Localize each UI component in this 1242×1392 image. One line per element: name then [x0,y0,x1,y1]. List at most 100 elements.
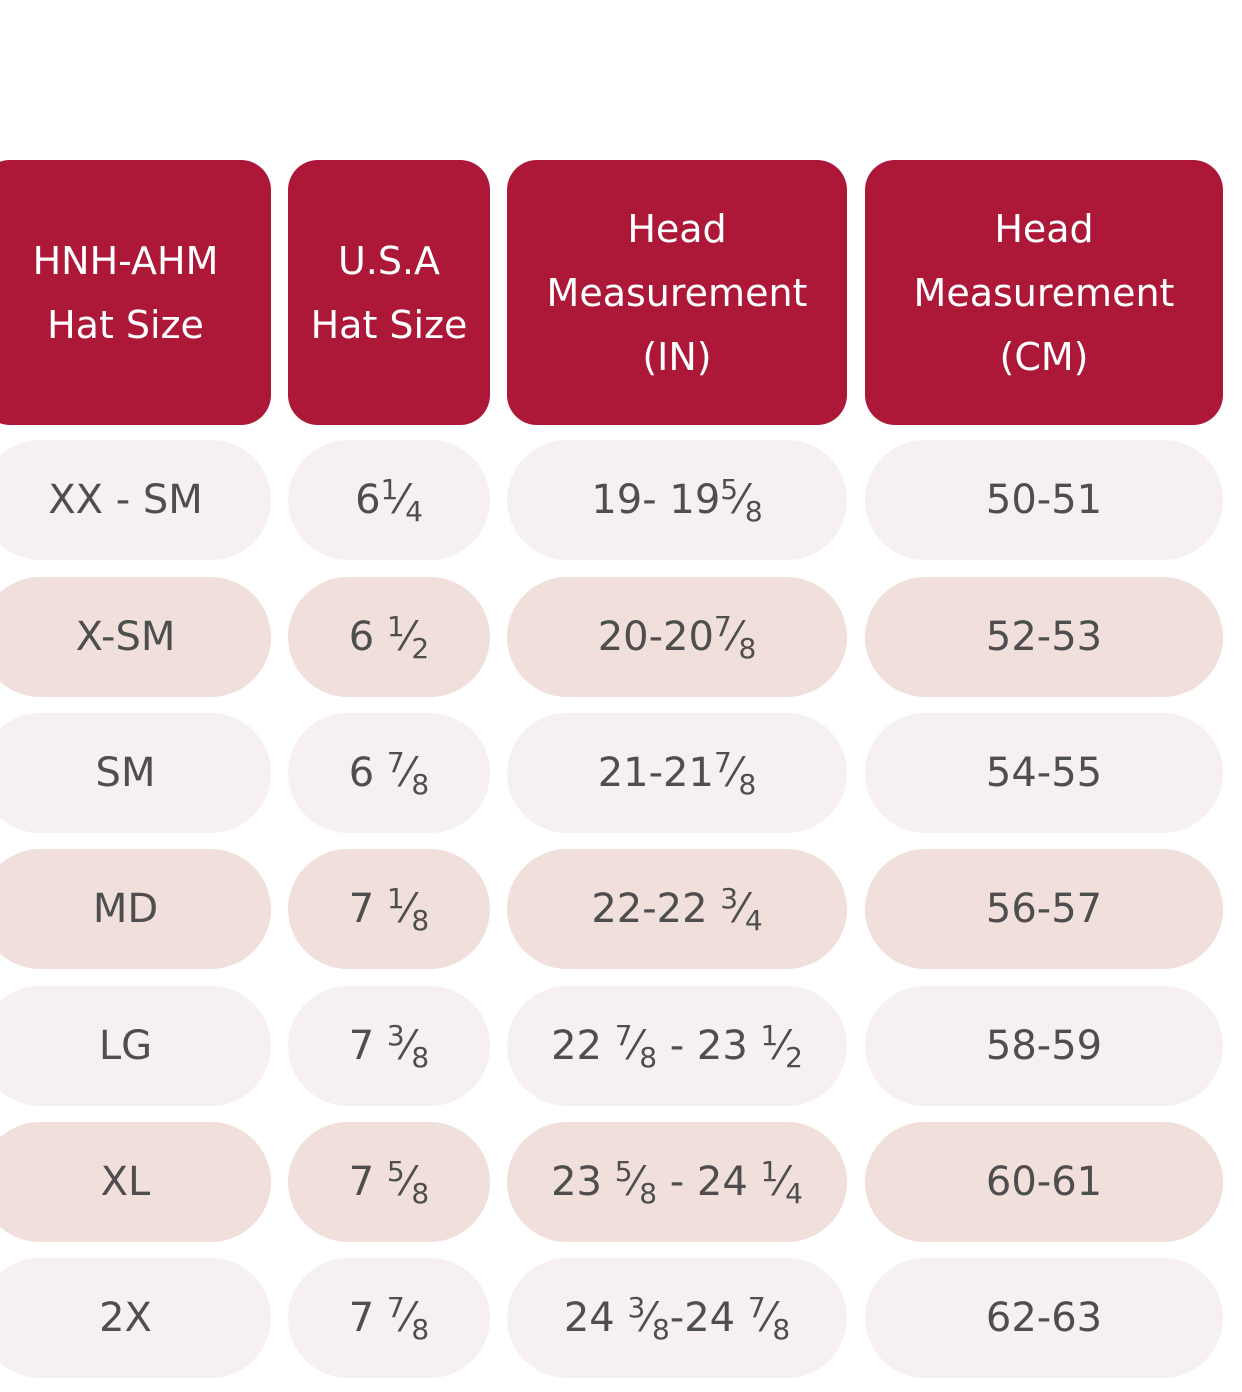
numerator: 3 [386,1018,405,1052]
fraction: 6 1⁄2 [348,609,430,665]
denominator: 4 [744,903,763,937]
whole-part: 7 [348,1294,387,1341]
fraction: 7 3⁄8 [348,1018,430,1074]
usa-size-cell: 7 7⁄8 [288,1258,490,1378]
cm-measurement-cell: 54-55 [865,713,1223,833]
header-head-measurement-cm: Head Measurement (CM) [865,160,1223,425]
header-line: Hat Size [47,302,204,347]
numerator: 7 [386,1290,405,1324]
fraction: 7 1⁄8 [348,881,430,937]
measurement-range: 23 5⁄8 - 24 1⁄4 [551,1154,803,1210]
numerator: 7 [747,1290,766,1324]
hnh-size-cell: X-SM [0,577,271,697]
whole-part: 7 [348,885,387,932]
measurement-range: 22 7⁄8 - 23 1⁄2 [551,1018,803,1074]
denominator: 2 [411,631,430,665]
measurement-range: 21-217⁄8 [597,745,757,801]
whole-part: 7 [348,1158,387,1205]
header-line: Head [627,206,727,251]
numerator: 5 [720,472,739,506]
measurement-range: 24 3⁄8-24 7⁄8 [563,1290,791,1346]
numerator: 5 [614,1154,633,1188]
usa-size-cell: 6 7⁄8 [288,713,490,833]
hnh-size-cell: LG [0,986,271,1106]
numerator: 3 [627,1290,646,1324]
denominator: 8 [411,767,430,801]
denominator: 8 [738,631,757,665]
usa-size-cell: 61⁄4 [288,440,490,560]
cm-measurement-cell: 58-59 [865,986,1223,1106]
numerator: 5 [386,1154,405,1188]
numerator: 1 [380,472,399,506]
header-line: Measurement [546,270,808,315]
cm-measurement-cell: 60-61 [865,1122,1223,1242]
cm-measurement-cell: 50-51 [865,440,1223,560]
whole-part: 6 [348,749,387,796]
numerator: 1 [386,881,405,915]
range-start: 21-21 [597,749,714,796]
denominator: 4 [405,494,423,528]
range-start: 20-20 [597,613,714,660]
header-line: Head [994,206,1094,251]
numerator: 1 [386,609,405,643]
whole-part: 6 [348,613,387,660]
whole-part: 6 [355,476,381,523]
fraction: 61⁄4 [355,472,423,528]
inch-measurement-cell: 21-217⁄8 [507,713,847,833]
header-line: U.S.A [337,238,441,283]
usa-size-cell: 7 1⁄8 [288,849,490,969]
denominator: 8 [411,1312,430,1346]
denominator: 8 [639,1040,658,1074]
range-end: -24 [669,1294,748,1341]
numerator: 7 [713,745,732,779]
inch-measurement-cell: 22-22 3⁄4 [507,849,847,969]
hnh-size-cell: MD [0,849,271,969]
usa-size-cell: 7 3⁄8 [288,986,490,1106]
inch-measurement-cell: 22 7⁄8 - 23 1⁄2 [507,986,847,1106]
header-line: HNH-AHM [32,238,219,283]
numerator: 1 [760,1154,779,1188]
inch-measurement-cell: 19- 195⁄8 [507,440,847,560]
measurement-range: 20-207⁄8 [597,609,757,665]
denominator: 8 [651,1312,670,1346]
inch-measurement-cell: 24 3⁄8-24 7⁄8 [507,1258,847,1378]
whole-part: 7 [348,1022,387,1069]
denominator: 8 [639,1176,658,1210]
header-line: (CM) [999,334,1089,379]
numerator: 7 [713,609,732,643]
range-start: 19- 19 [591,476,721,523]
range-start: 22-22 [591,885,721,932]
header-line: Hat Size [310,302,468,347]
denominator: 2 [785,1040,803,1074]
usa-size-cell: 6 1⁄2 [288,577,490,697]
denominator: 8 [411,1176,430,1210]
range-start: 22 [551,1022,615,1069]
denominator: 8 [411,1040,430,1074]
header-head-measurement-in: Head Measurement (IN) [507,160,847,425]
measurement-range: 19- 195⁄8 [591,472,763,528]
hnh-size-cell: XX - SM [0,440,271,560]
denominator: 8 [744,494,763,528]
range-end: - 24 [657,1158,761,1205]
inch-measurement-cell: 23 5⁄8 - 24 1⁄4 [507,1122,847,1242]
range-start: 24 [563,1294,628,1341]
header-hnh-ahm-hat-size: HNH-AHM Hat Size [0,160,271,425]
fraction: 6 7⁄8 [348,745,430,801]
fraction: 7 5⁄8 [348,1154,430,1210]
numerator: 1 [760,1018,779,1052]
fraction: 7 7⁄8 [348,1290,430,1346]
measurement-range: 22-22 3⁄4 [591,881,763,937]
cm-measurement-cell: 52-53 [865,577,1223,697]
hnh-size-cell: XL [0,1122,271,1242]
cm-measurement-cell: 62-63 [865,1258,1223,1378]
numerator: 7 [614,1018,633,1052]
denominator: 8 [738,767,757,801]
header-line: (IN) [642,334,712,379]
hnh-size-cell: 2X [0,1258,271,1378]
denominator: 8 [772,1312,791,1346]
hnh-size-cell: SM [0,713,271,833]
cm-measurement-cell: 56-57 [865,849,1223,969]
header-usa-hat-size: U.S.A Hat Size [288,160,490,425]
range-end: - 23 [657,1022,761,1069]
inch-measurement-cell: 20-207⁄8 [507,577,847,697]
